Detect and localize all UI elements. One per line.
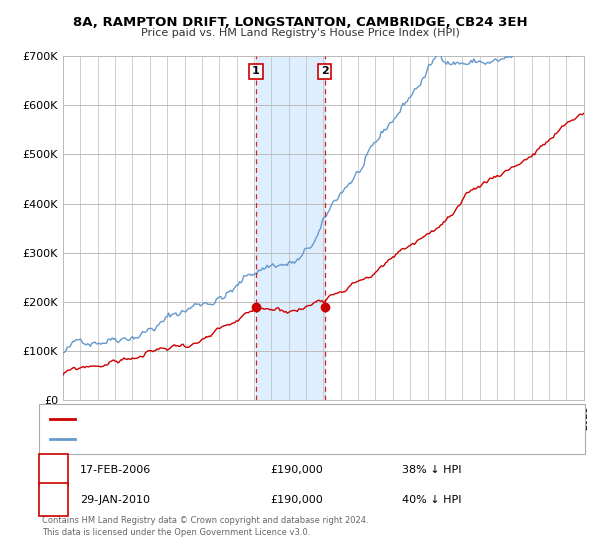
Text: 1: 1 <box>49 463 58 477</box>
Text: 29-JAN-2010: 29-JAN-2010 <box>80 494 150 505</box>
Text: £190,000: £190,000 <box>270 494 323 505</box>
Text: 8A, RAMPTON DRIFT, LONGSTANTON, CAMBRIDGE, CB24 3EH: 8A, RAMPTON DRIFT, LONGSTANTON, CAMBRIDG… <box>73 16 527 29</box>
Text: Price paid vs. HM Land Registry's House Price Index (HPI): Price paid vs. HM Land Registry's House … <box>140 28 460 38</box>
Text: 38% ↓ HPI: 38% ↓ HPI <box>402 465 461 475</box>
Text: 2: 2 <box>321 67 329 77</box>
Text: Contains HM Land Registry data © Crown copyright and database right 2024.: Contains HM Land Registry data © Crown c… <box>42 516 368 525</box>
Text: 1: 1 <box>252 67 260 77</box>
Bar <box>256 56 325 400</box>
Text: 8A, RAMPTON DRIFT, LONGSTANTON, CAMBRIDGE, CB24 3EH (detached house): 8A, RAMPTON DRIFT, LONGSTANTON, CAMBRIDG… <box>81 414 494 424</box>
Text: This data is licensed under the Open Government Licence v3.0.: This data is licensed under the Open Gov… <box>42 529 310 538</box>
Text: 40% ↓ HPI: 40% ↓ HPI <box>402 494 461 505</box>
Text: 17-FEB-2006: 17-FEB-2006 <box>80 465 151 475</box>
Text: 2: 2 <box>49 493 58 506</box>
Text: £190,000: £190,000 <box>270 465 323 475</box>
Text: HPI: Average price, detached house, South Cambridgeshire: HPI: Average price, detached house, Sout… <box>81 433 391 444</box>
